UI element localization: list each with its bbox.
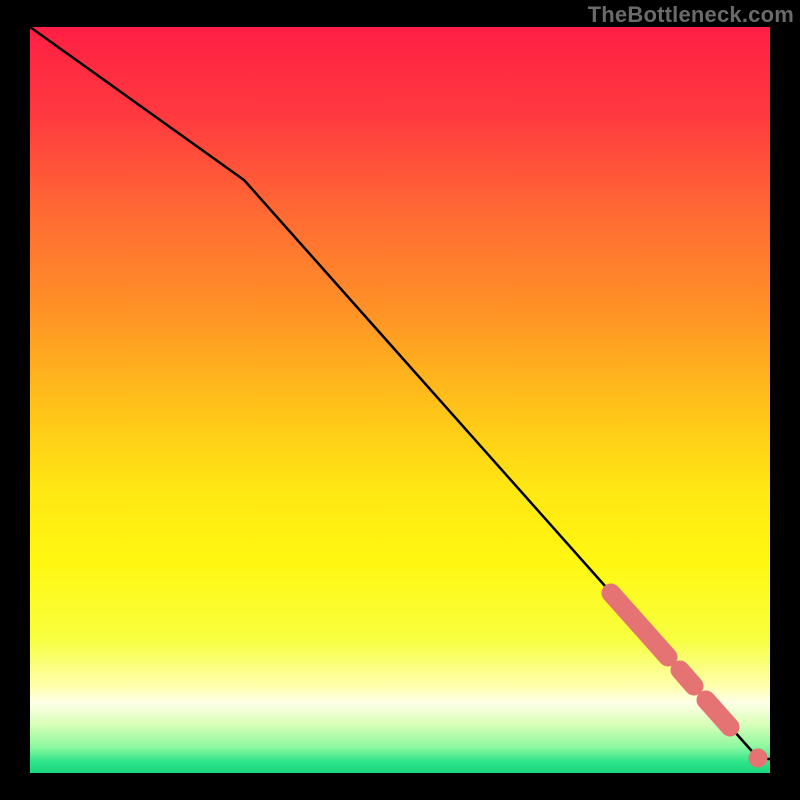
watermark-text: TheBottleneck.com [588,2,794,28]
marker-cluster [680,670,694,686]
chart-svg [30,27,770,773]
marker-point [749,749,768,768]
plot-area [30,27,770,773]
chart-container: TheBottleneck.com [0,0,800,800]
